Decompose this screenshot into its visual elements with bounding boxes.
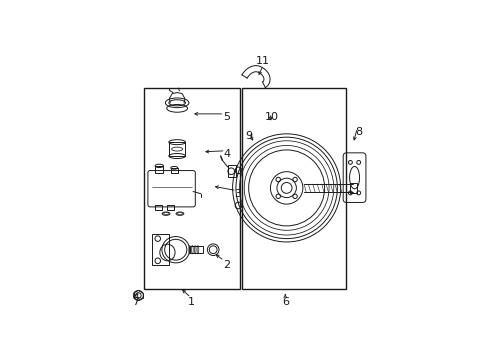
Text: 4: 4 xyxy=(223,149,230,159)
Bar xyxy=(143,87,239,288)
Text: 2: 2 xyxy=(223,260,230,270)
Text: 7: 7 xyxy=(132,297,139,307)
Bar xyxy=(227,165,235,177)
Bar xyxy=(155,166,163,173)
Bar xyxy=(349,183,356,193)
Text: 9: 9 xyxy=(245,131,252,141)
Bar xyxy=(242,87,346,288)
Text: 5: 5 xyxy=(223,112,230,122)
Bar xyxy=(152,234,168,265)
Bar xyxy=(171,168,178,173)
Text: 10: 10 xyxy=(264,112,278,122)
Text: 3: 3 xyxy=(234,189,241,199)
Text: 8: 8 xyxy=(354,127,362,137)
Text: 6: 6 xyxy=(281,297,288,307)
Bar xyxy=(168,142,185,156)
Text: 1: 1 xyxy=(187,297,194,307)
Bar xyxy=(190,246,202,253)
Bar xyxy=(166,205,173,210)
Bar xyxy=(155,205,162,210)
Text: 11: 11 xyxy=(256,56,269,66)
